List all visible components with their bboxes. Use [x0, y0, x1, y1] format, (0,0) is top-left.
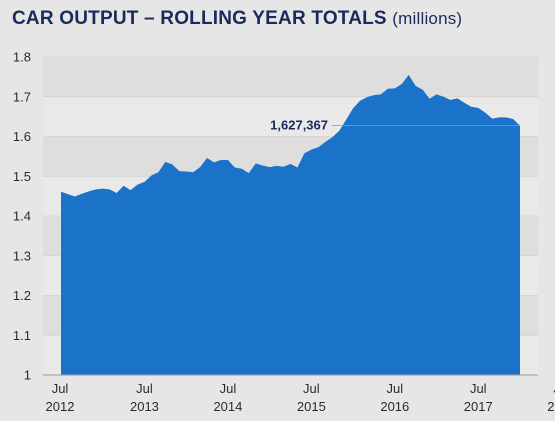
annotation-label: 1,627,367: [270, 118, 328, 133]
chart-title: CAR OUTPUT – ROLLING YEAR TOTALS (millio…: [12, 8, 462, 30]
grid-band: [43, 57, 538, 97]
y-tick-label: 1.4: [13, 209, 31, 224]
x-tick-year: 2013: [130, 399, 159, 414]
y-tick-label: 1.7: [13, 89, 31, 104]
x-tick-year: 2018: [547, 399, 555, 414]
x-tick-month: Jul: [470, 381, 487, 396]
y-tick-label: 1.1: [13, 328, 31, 343]
y-tick-label: 1: [24, 368, 31, 383]
x-tick-month: Jul: [303, 381, 320, 396]
x-tick-year: 2015: [297, 399, 326, 414]
x-tick-month: Jul: [52, 381, 69, 396]
x-tick-month: Jul: [136, 381, 153, 396]
y-tick-label: 1.2: [13, 288, 31, 303]
chart-title-main: CAR OUTPUT – ROLLING YEAR TOTALS: [12, 8, 387, 29]
x-tick-year: 2012: [46, 399, 75, 414]
y-tick-label: 1.6: [13, 129, 31, 144]
y-tick-label: 1.5: [13, 169, 31, 184]
x-tick-year: 2017: [464, 399, 493, 414]
x-tick-month: Jul: [220, 381, 237, 396]
data-series-area: [61, 74, 520, 375]
chart-title-unit: (millions): [392, 9, 463, 28]
y-tick-label: 1.8: [13, 50, 31, 65]
x-tick-month: Jul: [553, 381, 555, 396]
x-tick-year: 2014: [213, 399, 242, 414]
x-tick-year: 2016: [380, 399, 409, 414]
y-tick-label: 1.3: [13, 248, 31, 263]
x-tick-month: Jul: [387, 381, 404, 396]
